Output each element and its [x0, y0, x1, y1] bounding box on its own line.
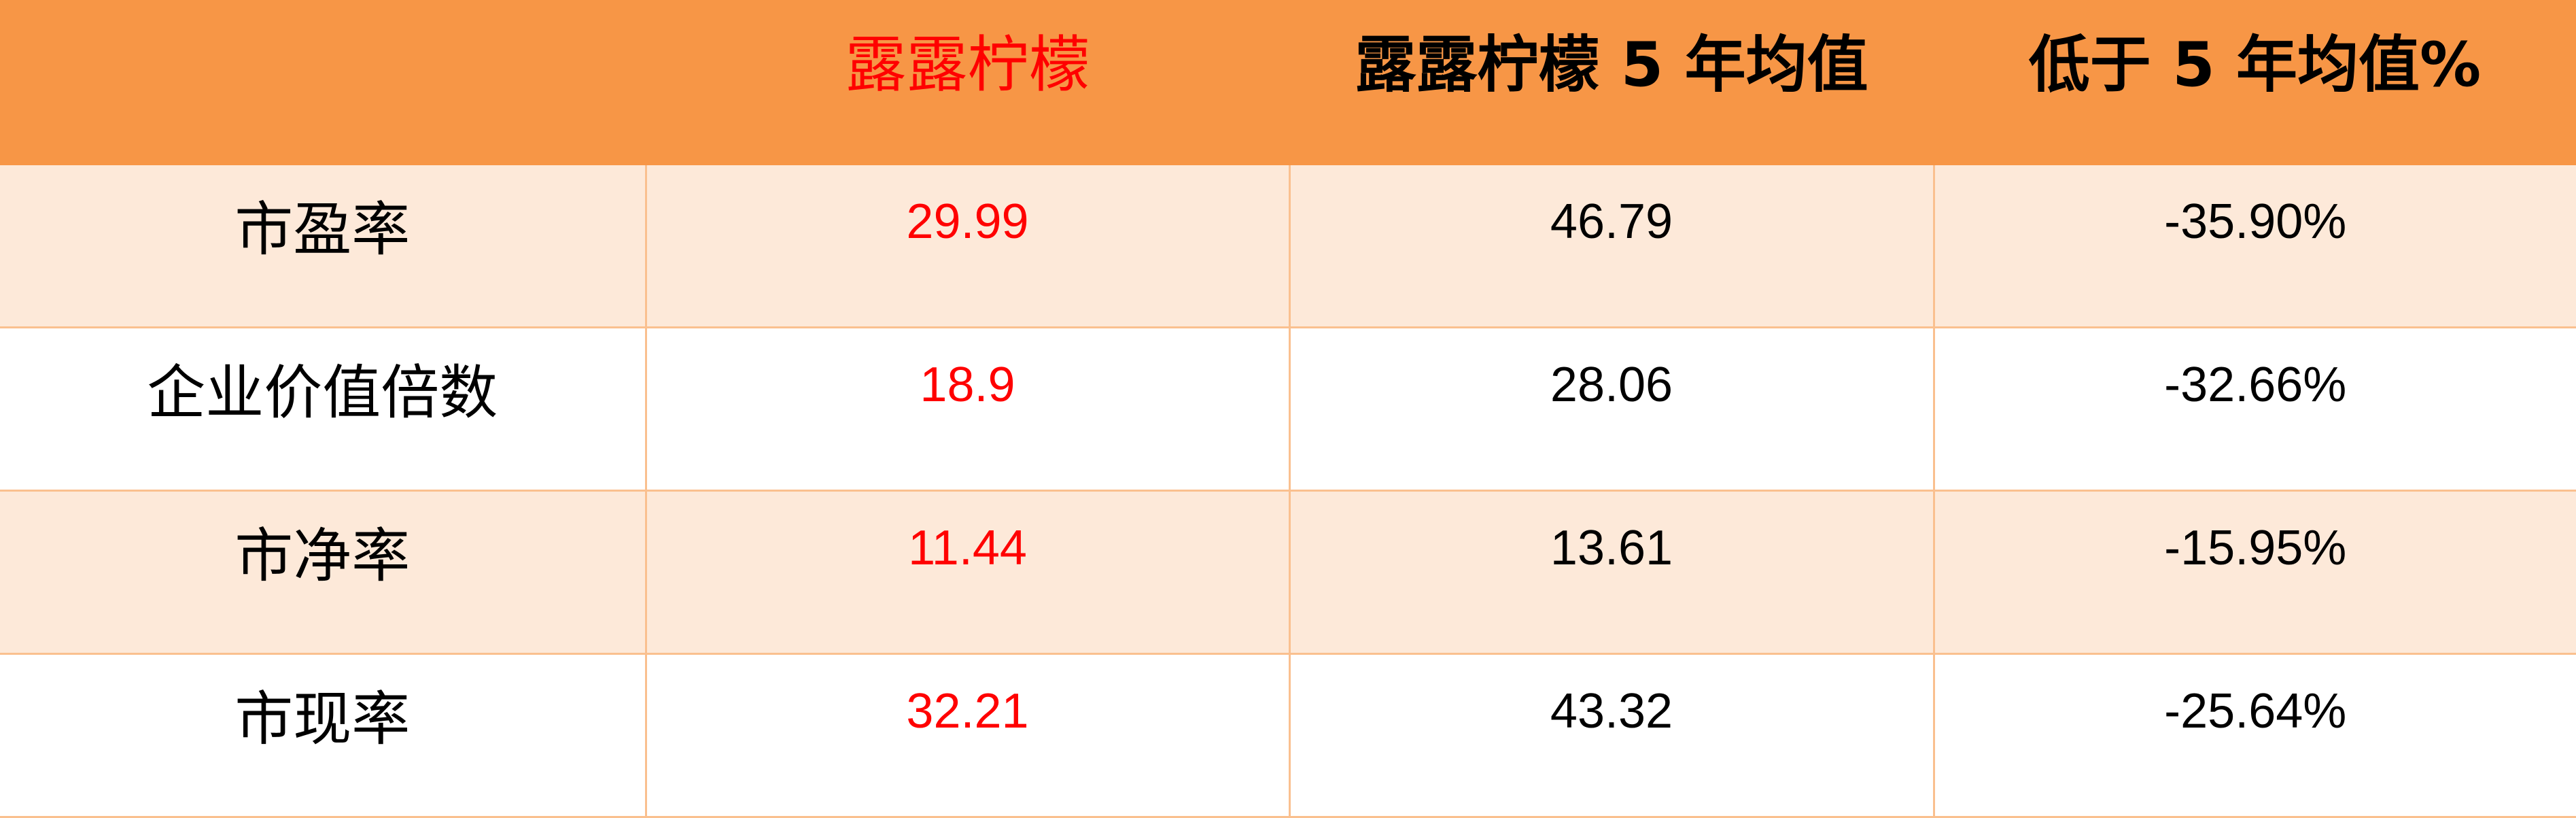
metric: 企业价值倍数	[0, 328, 645, 430]
avg5y-value-cell: 43.32	[1289, 654, 1934, 817]
metric-cell: 企业价值倍数	[0, 328, 646, 491]
header-diff: 低于 5 年均值%	[1934, 0, 2576, 165]
metric-cell: 市盈率	[0, 165, 646, 328]
metric-cell: 市现率	[0, 654, 646, 817]
avg5y-value: 13.61	[1291, 492, 1933, 576]
metric: 市盈率	[0, 165, 645, 267]
metric-cell: 市净率	[0, 491, 646, 654]
header-current: 露露柠檬	[646, 0, 1289, 165]
header-empty	[0, 0, 646, 165]
current-value-cell: 29.99	[646, 165, 1289, 328]
diff-value: -32.66%	[1935, 328, 2576, 413]
current-value-cell: 32.21	[646, 654, 1289, 817]
current-value-cell: 11.44	[646, 491, 1289, 654]
metric: 市现率	[0, 655, 645, 756]
metric: 市净率	[0, 492, 645, 593]
header-avg5y: 露露柠檬 5 年均值	[1289, 0, 1934, 165]
header-row: 露露柠檬 露露柠檬 5 年均值 低于 5 年均值%	[0, 0, 2576, 165]
diff-value: -35.90%	[1935, 165, 2576, 250]
diff-value-cell: -35.90%	[1934, 165, 2576, 328]
current-value: 11.44	[647, 492, 1289, 576]
diff-value-cell: -25.64%	[1934, 654, 2576, 817]
current-value: 18.9	[647, 328, 1289, 413]
diff-value: -25.64%	[1935, 655, 2576, 739]
header-label: 低于 5 年均值%	[1934, 0, 2576, 103]
avg5y-value-cell: 13.61	[1289, 491, 1934, 654]
avg5y-value-cell: 28.06	[1289, 328, 1934, 491]
avg5y-value-cell: 46.79	[1289, 165, 1934, 328]
avg5y-value: 46.79	[1291, 165, 1933, 250]
diff-value-cell: -32.66%	[1934, 328, 2576, 491]
avg5y-value: 43.32	[1291, 655, 1933, 739]
header-label: 露露柠檬	[646, 0, 1289, 103]
header-label: 露露柠檬 5 年均值	[1289, 0, 1934, 103]
current-value: 29.99	[647, 165, 1289, 250]
current-value: 32.21	[647, 655, 1289, 739]
diff-value: -15.95%	[1935, 492, 2576, 576]
avg5y-value: 28.06	[1291, 328, 1933, 413]
header-label	[0, 0, 646, 15]
diff-value-cell: -15.95%	[1934, 491, 2576, 654]
current-value-cell: 18.9	[646, 328, 1289, 491]
